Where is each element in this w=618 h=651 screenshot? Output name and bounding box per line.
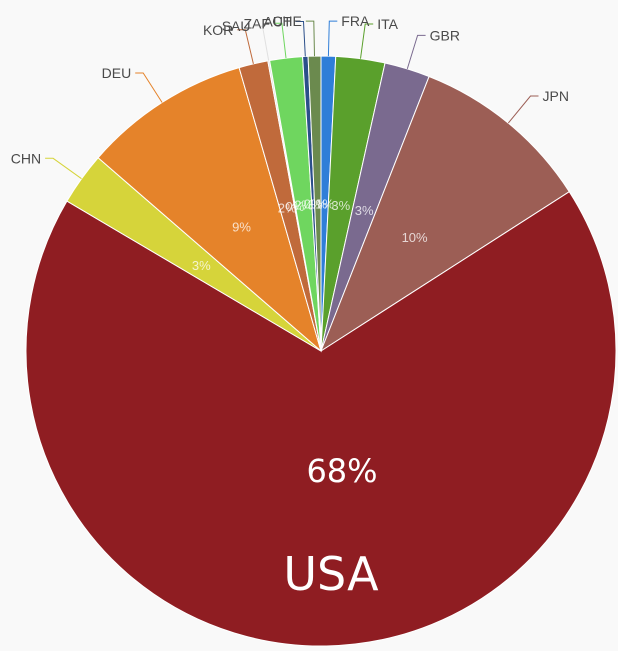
- label-gbr: GBR: [430, 27, 460, 43]
- leader-deu: [135, 72, 163, 103]
- pct-aut: 0%: [304, 197, 323, 212]
- slice-jpn: [319, 75, 570, 353]
- leader-chn: [45, 157, 82, 180]
- pct-kor: 2%: [278, 200, 297, 215]
- leader-ita: [360, 23, 374, 59]
- label-jpn: JPN: [543, 88, 569, 104]
- slice-usa: [25, 190, 617, 647]
- pct-zaf: 2%: [294, 198, 313, 213]
- leader-fra: [327, 20, 338, 57]
- label-che: CHE: [272, 13, 302, 29]
- label-deu: DEU: [102, 65, 132, 81]
- label-kor: KOR: [203, 22, 233, 38]
- label-aut: AUT: [264, 14, 292, 30]
- label-sau: SAU: [222, 18, 251, 34]
- leader-sau: [254, 25, 270, 61]
- percent-labels: 1%3% 3%10%3%9%2%0%2%0%1%: [192, 197, 428, 273]
- leader-jpn: [507, 95, 539, 124]
- pct-gbr: 3%: [355, 203, 374, 218]
- leader-aut: [295, 21, 306, 57]
- label-zaf: ZAF: [243, 15, 269, 31]
- leader-che: [305, 20, 315, 57]
- highlight-name: USA: [283, 547, 379, 601]
- pct-deu: 9%: [232, 220, 251, 235]
- leader-gbr: [406, 34, 426, 70]
- pct-ita: 3%: [331, 198, 350, 213]
- pie-slices: [25, 55, 617, 647]
- pct-sau: 0%: [286, 199, 305, 214]
- pct-che: 1%: [308, 197, 327, 212]
- label-ita: ITA: [377, 16, 398, 32]
- highlight-percent: 68%: [306, 452, 377, 490]
- pct-chn: 3%: [192, 258, 211, 273]
- leader-lines: [45, 20, 539, 180]
- label-chn: CHN: [11, 150, 41, 166]
- label-fra: FRA: [341, 13, 370, 29]
- leader-zaf: [273, 22, 287, 59]
- leader-kor: [237, 29, 254, 65]
- pct-jpn: 10%: [402, 230, 428, 245]
- pct-fra: 1%: [315, 197, 334, 212]
